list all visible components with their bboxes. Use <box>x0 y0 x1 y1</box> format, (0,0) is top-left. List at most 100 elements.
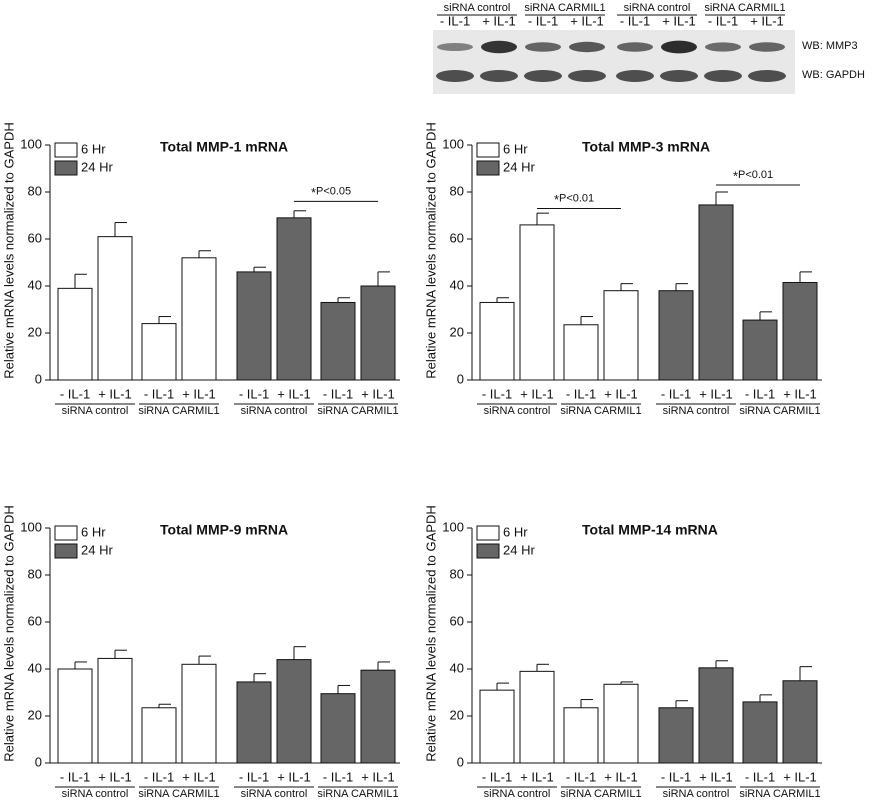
bar <box>181 663 217 764</box>
y-tick-label: 100 <box>20 136 42 151</box>
x-tick-label: + IL-1 <box>182 769 216 784</box>
y-tick-label: 20 <box>450 324 464 339</box>
y-tick-label: 20 <box>450 707 464 722</box>
legend-swatch <box>54 543 78 559</box>
group-label: siRNA CARMIL1 <box>317 405 398 417</box>
chart-title: Total MMP-9 mRNA <box>160 522 288 538</box>
y-axis-label: Relative mRNA levels normalized to GAPDH <box>1 122 16 378</box>
x-tick-label: + IL-1 <box>277 769 311 784</box>
y-tick-label: 100 <box>442 519 464 534</box>
blot-row-label: WB: MMP3 <box>802 40 858 52</box>
bar <box>276 659 312 764</box>
bar <box>603 683 639 764</box>
bar <box>519 670 555 764</box>
legend-label: 24 Hr <box>503 159 535 174</box>
bar <box>782 281 818 381</box>
bar <box>57 287 93 381</box>
bar <box>698 204 734 381</box>
group-label: siRNA CARMIL1 <box>739 405 820 417</box>
legend-label: 24 Hr <box>503 542 535 557</box>
blot-band-mmp3 <box>749 42 785 52</box>
blot-group-label: siRNA control <box>624 2 691 14</box>
x-tick-label: + IL-1 <box>783 386 817 401</box>
legend-swatch <box>476 543 500 559</box>
group-label: siRNA control <box>241 788 308 800</box>
significance-text: P<0.01 <box>559 192 594 204</box>
y-tick-label: 100 <box>20 519 42 534</box>
x-tick-label: - IL-1 <box>745 386 775 401</box>
blot-band-mmp3 <box>437 43 473 51</box>
y-tick-label: 60 <box>450 613 464 628</box>
group-label: siRNA control <box>663 405 730 417</box>
blot-band-gapdh <box>704 70 742 82</box>
x-tick-label: + IL-1 <box>98 386 132 401</box>
legend-label: 6 Hr <box>503 141 528 156</box>
y-tick-label: 0 <box>35 754 42 769</box>
blot-lane-label: + IL-1 <box>482 13 516 28</box>
bar <box>658 707 694 764</box>
blot-group-label: siRNA CARMIL1 <box>704 2 785 14</box>
y-tick-label: 40 <box>450 660 464 675</box>
blot-band-mmp3 <box>617 42 653 52</box>
blot-band-gapdh <box>748 70 786 82</box>
group-label: siRNA CARMIL1 <box>560 405 641 417</box>
y-tick-label: 20 <box>28 324 42 339</box>
chart-title: Total MMP-1 mRNA <box>160 139 288 155</box>
group-label: siRNA control <box>663 788 730 800</box>
blot-lane-label: - IL-1 <box>528 13 558 28</box>
legend-label: 6 Hr <box>81 141 106 156</box>
y-tick-label: 60 <box>450 230 464 245</box>
x-tick-label: + IL-1 <box>520 386 554 401</box>
blot-row-label: WB: GAPDH <box>802 69 865 81</box>
group-label: siRNA CARMIL1 <box>739 788 820 800</box>
x-tick-label: - IL-1 <box>323 386 353 401</box>
bar <box>320 301 356 381</box>
blot-band-gapdh <box>660 70 698 82</box>
bar <box>742 319 778 381</box>
x-tick-label: - IL-1 <box>323 769 353 784</box>
x-tick-label: - IL-1 <box>661 386 691 401</box>
x-tick-label: - IL-1 <box>60 386 90 401</box>
y-tick-label: 80 <box>28 183 42 198</box>
legend-swatch <box>476 525 500 541</box>
group-label: siRNA control <box>62 405 129 417</box>
blot-lane-label: + IL-1 <box>662 13 696 28</box>
blot-band-gapdh <box>436 70 474 82</box>
group-label: siRNA CARMIL1 <box>138 405 219 417</box>
y-tick-label: 60 <box>28 230 42 245</box>
legend-label: 6 Hr <box>81 524 106 539</box>
bar <box>360 669 396 764</box>
bar <box>181 257 217 381</box>
y-tick-label: 80 <box>450 566 464 581</box>
blot-lane-label: - IL-1 <box>708 13 738 28</box>
x-tick-label: - IL-1 <box>566 386 596 401</box>
bar <box>360 285 396 381</box>
bar <box>479 301 515 381</box>
bar <box>563 707 599 764</box>
significance-star: * <box>733 168 738 183</box>
x-tick-label: - IL-1 <box>144 386 174 401</box>
group-label: siRNA CARMIL1 <box>138 788 219 800</box>
y-tick-label: 20 <box>28 707 42 722</box>
x-tick-label: - IL-1 <box>661 769 691 784</box>
x-tick-label: + IL-1 <box>98 769 132 784</box>
bar <box>698 667 734 764</box>
blot-band-gapdh <box>480 70 518 82</box>
blot-background <box>433 30 795 94</box>
bar <box>236 271 272 381</box>
y-axis-label: Relative mRNA levels normalized to GAPDH <box>1 505 16 761</box>
bar <box>658 290 694 381</box>
x-tick-label: + IL-1 <box>182 386 216 401</box>
x-tick-label: + IL-1 <box>520 769 554 784</box>
bar <box>479 689 515 764</box>
bar <box>603 290 639 381</box>
legend-swatch <box>54 142 78 158</box>
legend-label: 24 Hr <box>81 159 113 174</box>
y-tick-label: 80 <box>28 566 42 581</box>
blot-band-mmp3 <box>481 40 517 54</box>
bar <box>236 681 272 764</box>
blot-band-mmp3 <box>661 40 697 54</box>
y-tick-label: 40 <box>28 277 42 292</box>
legend-swatch <box>476 142 500 158</box>
